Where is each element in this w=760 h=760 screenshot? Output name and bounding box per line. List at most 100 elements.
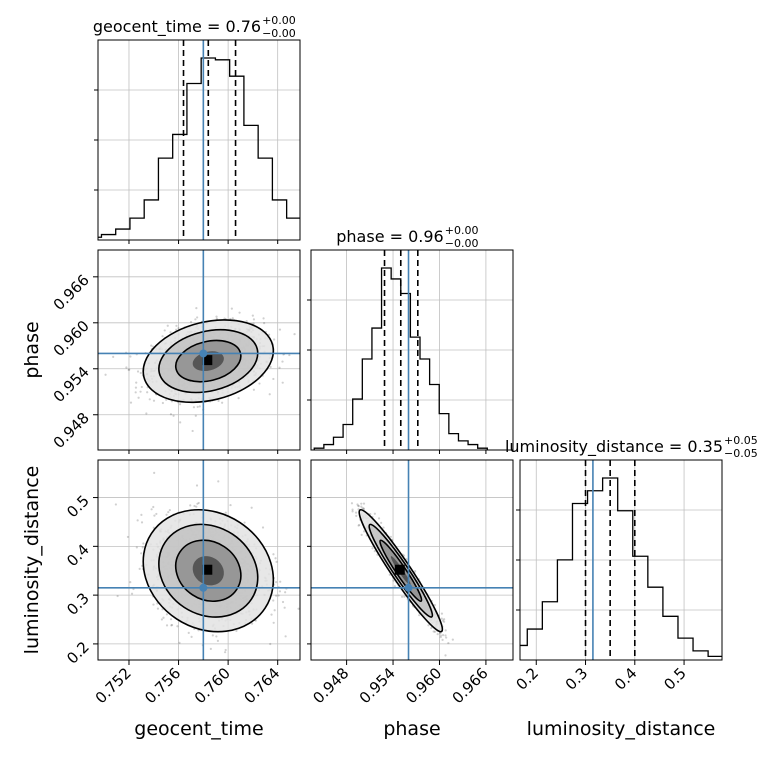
- sample-point: [167, 511, 170, 514]
- sample-point: [229, 503, 232, 507]
- sample-point: [436, 632, 439, 636]
- sample-point: [178, 641, 181, 645]
- sample-point: [388, 573, 391, 576]
- sample-point: [351, 508, 354, 511]
- y-axis-label-phase: phase: [21, 321, 43, 378]
- sample-point: [444, 634, 447, 637]
- sample-point: [441, 638, 444, 641]
- sample-point: [389, 535, 392, 538]
- sample-point: [155, 512, 158, 516]
- y-tick-label: 0.966: [50, 271, 93, 314]
- panel-luminosity_distance-vs-geocent_time: [97, 459, 301, 661]
- sample-point: [165, 513, 168, 516]
- x-axis-label-luminosity_distance: luminosity_distance: [527, 718, 716, 740]
- y-tick-label: 0.3: [63, 589, 93, 619]
- sample-point: [273, 338, 276, 341]
- sample-point: [146, 391, 149, 394]
- histogram-geocent_time: [98, 57, 300, 238]
- sample-point: [382, 526, 385, 529]
- sample-point: [355, 514, 358, 517]
- sample-point: [281, 600, 285, 604]
- sample-point: [250, 506, 253, 509]
- y-tick-label: 0.948: [50, 409, 93, 452]
- sample-point: [235, 629, 238, 632]
- x-tick-label: 0.954: [356, 664, 399, 707]
- sample-point: [278, 328, 282, 331]
- sample-point: [360, 533, 363, 536]
- title-lower-error: −0.05: [724, 447, 758, 460]
- panel-frame: [97, 459, 301, 661]
- sample-point: [127, 368, 130, 371]
- title-luminosity_distance: luminosity_distance = 0.35 +0.05−0.05: [505, 434, 758, 460]
- sample-point: [272, 553, 275, 556]
- sample-point: [371, 547, 374, 550]
- sample-point: [150, 344, 153, 347]
- panel-geocent_time-vs-geocent_time: [94, 39, 301, 241]
- title-value: 0.76: [225, 17, 261, 36]
- title-geocent_time: geocent_time = 0.76 +0.00−0.00: [93, 14, 296, 40]
- sample-point: [140, 552, 143, 555]
- sample-point: [129, 401, 133, 404]
- sample-point: [169, 618, 173, 621]
- x-tick-label: 0.948: [309, 664, 352, 707]
- sample-point: [198, 405, 201, 408]
- sample-point: [275, 560, 278, 563]
- panel-frame: [519, 459, 723, 661]
- sample-point: [281, 381, 284, 384]
- sample-point: [270, 613, 273, 616]
- title-upper-error: +0.00: [445, 224, 479, 237]
- sample-point: [284, 635, 287, 638]
- sample-point: [196, 405, 199, 408]
- sample-point: [293, 333, 296, 336]
- panel-phase-vs-phase: [307, 249, 514, 451]
- sample-point: [441, 619, 445, 622]
- sample-point: [194, 414, 197, 417]
- sample-point: [196, 316, 199, 319]
- x-tick-label: 0.4: [611, 664, 641, 694]
- sample-point: [272, 599, 275, 602]
- title-label: geocent_time: [93, 17, 202, 37]
- sample-point: [215, 635, 218, 638]
- x-tick-label: 0.960: [402, 664, 445, 707]
- sample-point: [455, 660, 457, 662]
- sample-point: [216, 639, 220, 642]
- sample-point: [440, 612, 444, 615]
- panel-luminosity_distance-vs-phase: [310, 459, 514, 662]
- sample-point: [373, 512, 376, 515]
- truth-point: [404, 583, 413, 592]
- sample-point: [195, 505, 198, 508]
- sample-point: [130, 592, 134, 595]
- sample-point: [441, 634, 445, 637]
- sample-point: [190, 635, 193, 638]
- sample-point: [393, 585, 396, 588]
- sample-point: [126, 535, 130, 539]
- sample-point: [362, 507, 365, 510]
- sample-point: [252, 318, 256, 321]
- sample-point: [145, 412, 148, 415]
- sample-point: [278, 590, 282, 593]
- sample-point: [433, 603, 436, 607]
- sample-point: [237, 397, 240, 400]
- title-upper-error: +0.05: [724, 434, 758, 447]
- sample-point: [275, 594, 278, 597]
- sample-point: [361, 507, 364, 510]
- sample-point: [179, 421, 182, 424]
- sample-point: [250, 622, 254, 625]
- title-phase: phase = 0.96 +0.00−0.00: [336, 224, 478, 250]
- sample-point: [116, 594, 119, 598]
- sample-point: [350, 502, 354, 505]
- panel-frame: [310, 459, 514, 661]
- y-tick-label: 0.960: [50, 317, 93, 360]
- sample-point: [136, 519, 139, 522]
- sample-point: [211, 634, 214, 637]
- sample-point: [129, 355, 132, 358]
- x-tick-label: 0.5: [660, 664, 690, 694]
- sample-point: [274, 557, 277, 560]
- sample-point: [156, 607, 160, 610]
- sample-point: [245, 320, 248, 323]
- panel-phase-vs-geocent_time: [97, 249, 301, 451]
- y-tick-label: 0.954: [50, 363, 93, 406]
- y-tick-label: 0.4: [63, 540, 93, 570]
- sample-point: [230, 307, 233, 310]
